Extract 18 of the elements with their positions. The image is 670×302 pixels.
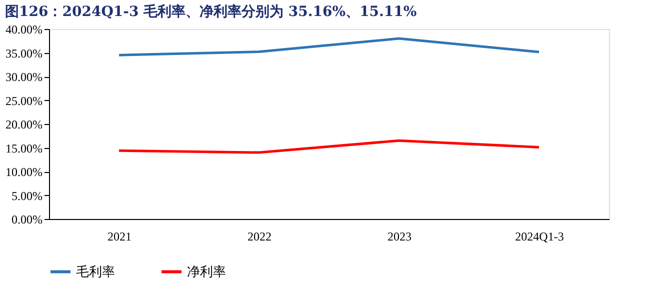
x-tick-label: 2021 [108,230,132,244]
line-series [118,139,540,154]
y-tick-label: 15.00% [6,141,42,156]
y-tick-label: 20.00% [6,118,42,132]
x-tick-label: 2023 [388,230,412,244]
y-tick-label: 40.00% [6,22,42,36]
chart-title: 图126：2024Q1-3 毛利率、净利率分别为 35.16%、15.11% [5,3,417,20]
y-tick-label: 35.00% [6,46,42,60]
y-tick-label: 0.00% [12,212,42,226]
x-tick-label: 2022 [248,230,272,244]
line-series [118,37,540,56]
legend-label: 毛利率 [76,264,115,280]
y-tick-label: 25.00% [6,94,42,108]
y-tick-label: 5.00% [12,188,42,203]
y-tick-label: 10.00% [6,165,42,179]
legend-label: 净利率 [187,264,226,280]
y-tick-label: 30.00% [6,70,42,84]
x-tick-label: 2024Q1-3 [515,230,564,244]
